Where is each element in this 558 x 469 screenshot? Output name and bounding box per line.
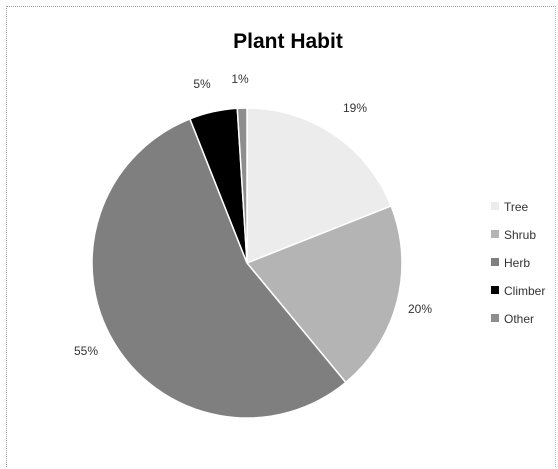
chart-legend: Tree Shrub Herb Climber Other [491,200,545,326]
data-label-tree: 19% [343,101,367,115]
legend-swatch-climber [491,286,499,294]
legend-swatch-shrub [491,230,499,238]
legend-swatch-tree [491,202,499,210]
data-label-herb: 55% [74,344,98,358]
pie-slice-shrub [245,204,403,384]
legend-label-herb: Herb [504,256,530,270]
pie-slices [91,107,403,419]
pie-slice-other [236,107,248,264]
legend-swatch-herb [491,258,499,266]
chart-frame [6,6,556,467]
legend-label-shrub: Shrub [504,228,536,242]
legend-label-tree: Tree [504,200,529,214]
legend-label-climber: Climber [504,284,545,298]
pie-data-labels: 19% 20% 55% 5% 1% [74,72,432,358]
pie-slice-herb [91,117,347,419]
pie-slice-tree [246,107,393,265]
legend-label-other: Other [504,312,534,326]
data-label-climber: 5% [193,77,211,91]
legend-swatch-other [491,314,499,322]
chart-title: Plant Habit [233,30,343,53]
data-label-shrub: 20% [408,302,432,316]
data-label-other: 1% [231,72,249,86]
